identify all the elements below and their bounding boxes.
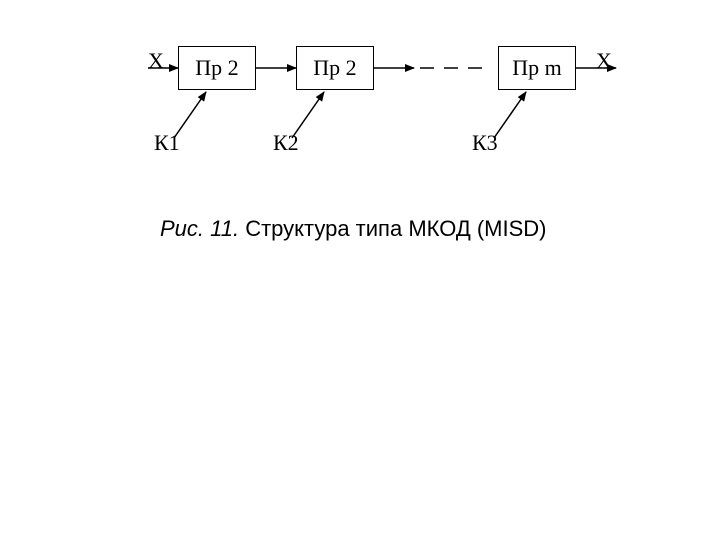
input-x-label: Х [148, 48, 164, 74]
processor-node-1: Пр 2 [178, 46, 256, 90]
figure-caption: Рис. 11. Структура типа МКОД (MISD) [160, 216, 547, 242]
processor-node-2-label: Пр 2 [313, 55, 356, 81]
processor-node-1-label: Пр 2 [195, 55, 238, 81]
figure-caption-text: Структура типа МКОД (MISD) [245, 216, 546, 241]
processor-node-m-label: Пр m [512, 55, 562, 81]
processor-node-2: Пр 2 [296, 46, 374, 90]
processor-node-m: Пр m [498, 46, 576, 90]
k1-label: К1 [154, 130, 180, 156]
diagram-canvas: Пр 2 Пр 2 Пр m Х Х К1 К2 К3 Рис. 11. Стр… [0, 0, 720, 540]
output-x-label: Х [596, 48, 612, 74]
k2-label: К2 [273, 130, 299, 156]
edge-k3 [494, 92, 526, 138]
k3-label: К3 [472, 130, 498, 156]
figure-caption-prefix: Рис. 11. [160, 216, 245, 241]
